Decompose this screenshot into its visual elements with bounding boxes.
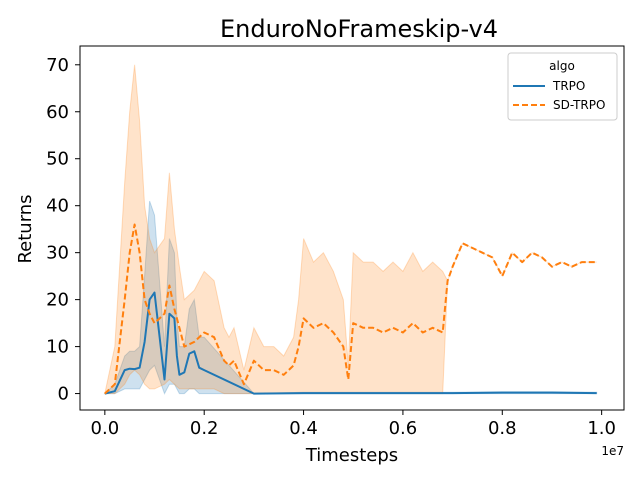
series-lines (104, 223, 597, 395)
y-tick-label: 40 (46, 196, 69, 217)
legend-label-sd-trpo: SD-TRPO (553, 98, 605, 112)
y-axis-label: Returns (15, 194, 36, 263)
y-tick-label: 50 (46, 149, 69, 170)
chart-title: EnduroNoFrameskip-v4 (220, 15, 498, 43)
x-axis-ticks: 0.0 0.2 0.4 0.6 0.8 1.0 (91, 410, 616, 439)
x-tick-label: 0.8 (488, 418, 517, 439)
x-tick-label: 0.2 (190, 418, 219, 439)
x-tick-label: 0.0 (91, 418, 120, 439)
x-tick-label: 1.0 (587, 418, 616, 439)
plot-frame (79, 45, 625, 411)
y-tick-label: 0 (58, 384, 69, 405)
y-tick-label: 10 (46, 337, 69, 358)
legend-title: algo (549, 59, 575, 73)
x-axis-label: Timesteps (305, 445, 398, 466)
y-tick-label: 30 (46, 243, 69, 264)
y-axis-ticks: 0 10 20 30 40 50 60 70 (46, 55, 80, 405)
x-scale-label: 1e7 (601, 444, 624, 458)
line-trpo (104, 291, 597, 395)
x-tick-label: 0.4 (289, 418, 318, 439)
x-tick-label: 0.6 (389, 418, 418, 439)
legend: algo TRPO SD-TRPO (507, 52, 618, 121)
y-tick-label: 20 (46, 290, 69, 311)
y-tick-label: 60 (46, 102, 69, 123)
line-sd-trpo (104, 223, 597, 395)
legend-box (507, 52, 618, 121)
y-tick-label: 70 (46, 55, 69, 76)
legend-label-trpo: TRPO (552, 79, 585, 93)
band-sd-trpo (104, 64, 597, 395)
